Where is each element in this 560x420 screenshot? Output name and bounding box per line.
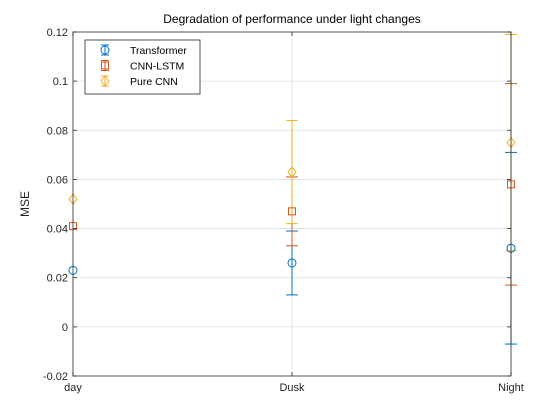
legend-label: Transformer <box>130 45 187 57</box>
transformer-point <box>287 258 297 268</box>
cnn-lstm-point <box>288 207 296 216</box>
legend: Transformer CNN-LSTM Pure CNN <box>84 39 201 95</box>
x-tick-label: Dusk <box>279 382 305 394</box>
y-tick-label: 0.06 <box>47 174 68 186</box>
y-tick-label: 0.02 <box>47 273 68 285</box>
x-tick-label: day <box>64 382 82 394</box>
chart-title: Degradation of performance under light c… <box>163 12 421 26</box>
legend-marker <box>100 75 110 87</box>
y-tick-label: 0.1 <box>53 76 68 88</box>
axis-ticks: -0.02 0 0.02 0.04 0.06 0.08 0.1 0.12 day Dusk Nigh… <box>43 27 524 394</box>
y-tick-label: 0 <box>62 322 68 334</box>
legend-label: Pure CNN <box>130 76 178 88</box>
legend-label: CNN-LSTM <box>130 61 184 73</box>
legend-marker <box>101 61 109 70</box>
y-tick-label: 0.04 <box>47 224 68 236</box>
y-tick-label: 0.12 <box>47 27 68 39</box>
y-tick-label: -0.02 <box>43 371 68 383</box>
pure-cnn-point <box>287 166 297 178</box>
y-axis-label: MSE <box>18 191 32 217</box>
legend-marker <box>100 45 110 55</box>
x-tick-label: Night <box>498 382 524 394</box>
y-tick-label: 0.08 <box>47 125 68 137</box>
